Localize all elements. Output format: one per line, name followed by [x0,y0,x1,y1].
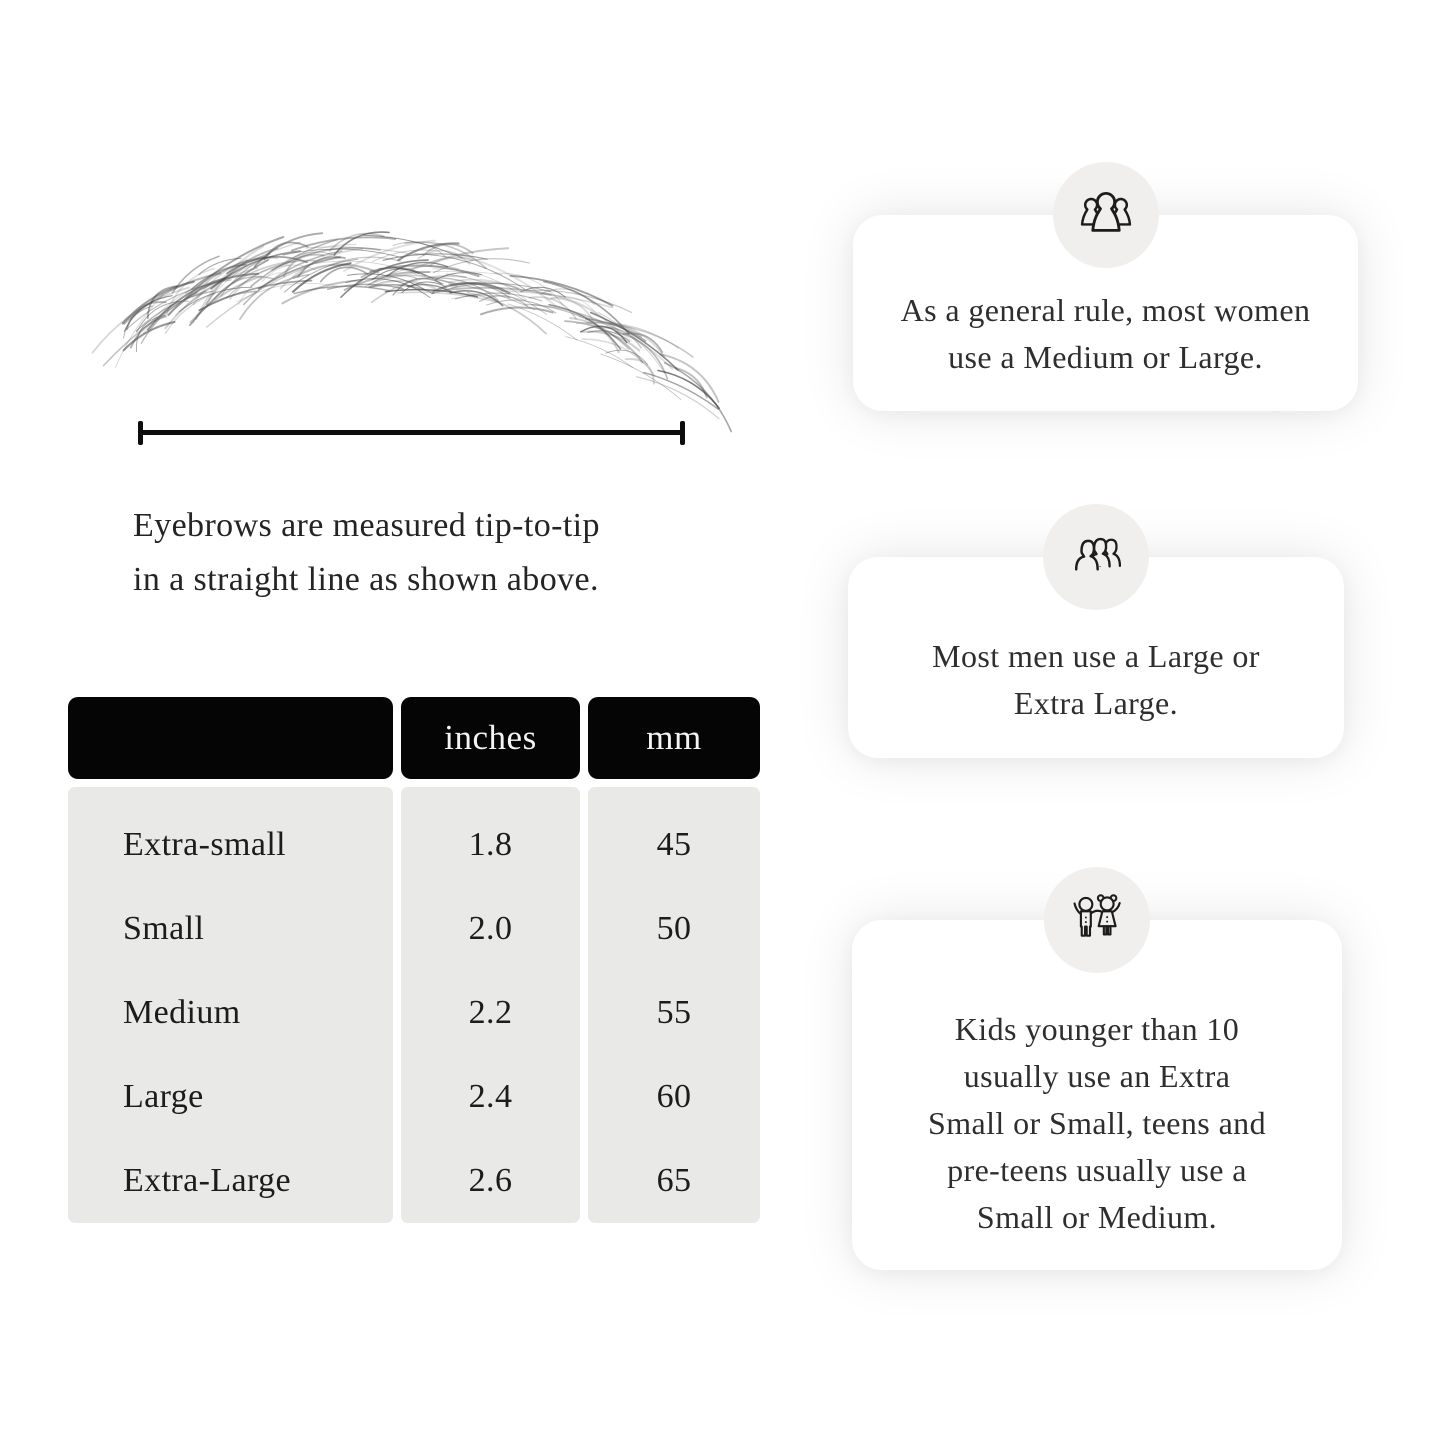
measurement-line [138,420,685,445]
women-group-icon [1080,191,1131,232]
table-column-mm: 45 50 55 60 65 [588,787,760,1223]
table-column-inches: 1.8 2.0 2.2 2.4 2.6 [401,787,580,1223]
icon-circle [1044,867,1150,973]
icon-circle [1052,162,1159,268]
card-text-line: Small or Medium. [976,1199,1218,1235]
men-group-icon [1074,537,1122,571]
table-cell-label: Medium [123,994,241,1031]
info-card-kids: Kids younger than 10 usually use an Extr… [852,867,1342,1270]
table-cell-label: Small [123,910,205,947]
card-text-line: Most men use a Large or [932,638,1260,674]
card-text-line: usually use an Extra [963,1058,1231,1094]
size-table-header: inches mm [68,697,760,779]
table-column-labels: Extra-small Small Medium Large Extra-Lar… [68,787,393,1223]
card-text-line: As a general rule, most women [900,292,1311,328]
table-header-mm: mm [588,697,760,779]
table-cell-label: Extra-small [123,826,287,863]
table-cell-mm: 55 [656,994,692,1031]
table-cell-label: Extra-Large [123,1162,292,1199]
measurement-caption: Eyebrows are measured tip-to-tip in a st… [133,499,600,607]
card-text-line: use a Medium or Large. [948,339,1263,375]
size-table: inches mm Extra-small Small Medium Large… [68,697,760,1223]
card-text-line: Kids younger than 10 [954,1011,1240,1047]
info-card-men: Most men use a Large or Extra Large. [848,504,1344,758]
table-cell-inches: 2.0 [468,910,513,947]
kids-icon [1073,894,1121,937]
caption-line-2: in a straight line as shown above. [133,561,599,598]
table-cell-label: Large [123,1078,204,1115]
info-card-women: As a general rule, most women use a Medi… [853,162,1358,411]
table-header-size [68,697,393,779]
table-cell-mm: 50 [656,910,692,947]
table-cell-inches: 2.6 [468,1162,513,1199]
caption-line-1: Eyebrows are measured tip-to-tip [133,507,600,544]
icon-circle [1043,504,1149,610]
card-text-line: Small or Small, teens and [928,1105,1266,1141]
table-cell-inches: 2.4 [468,1078,513,1115]
table-cell-mm: 65 [656,1162,692,1199]
size-table-body: Extra-small Small Medium Large Extra-Lar… [68,787,760,1223]
table-cell-mm: 60 [656,1078,692,1115]
table-header-inches: inches [401,697,580,779]
table-cell-mm: 45 [656,826,692,863]
table-cell-inches: 2.2 [468,994,513,1031]
table-cell-inches: 1.8 [468,826,513,863]
card-text-line: Extra Large. [1013,685,1179,721]
card-text-line: pre-teens usually use a [947,1152,1247,1188]
